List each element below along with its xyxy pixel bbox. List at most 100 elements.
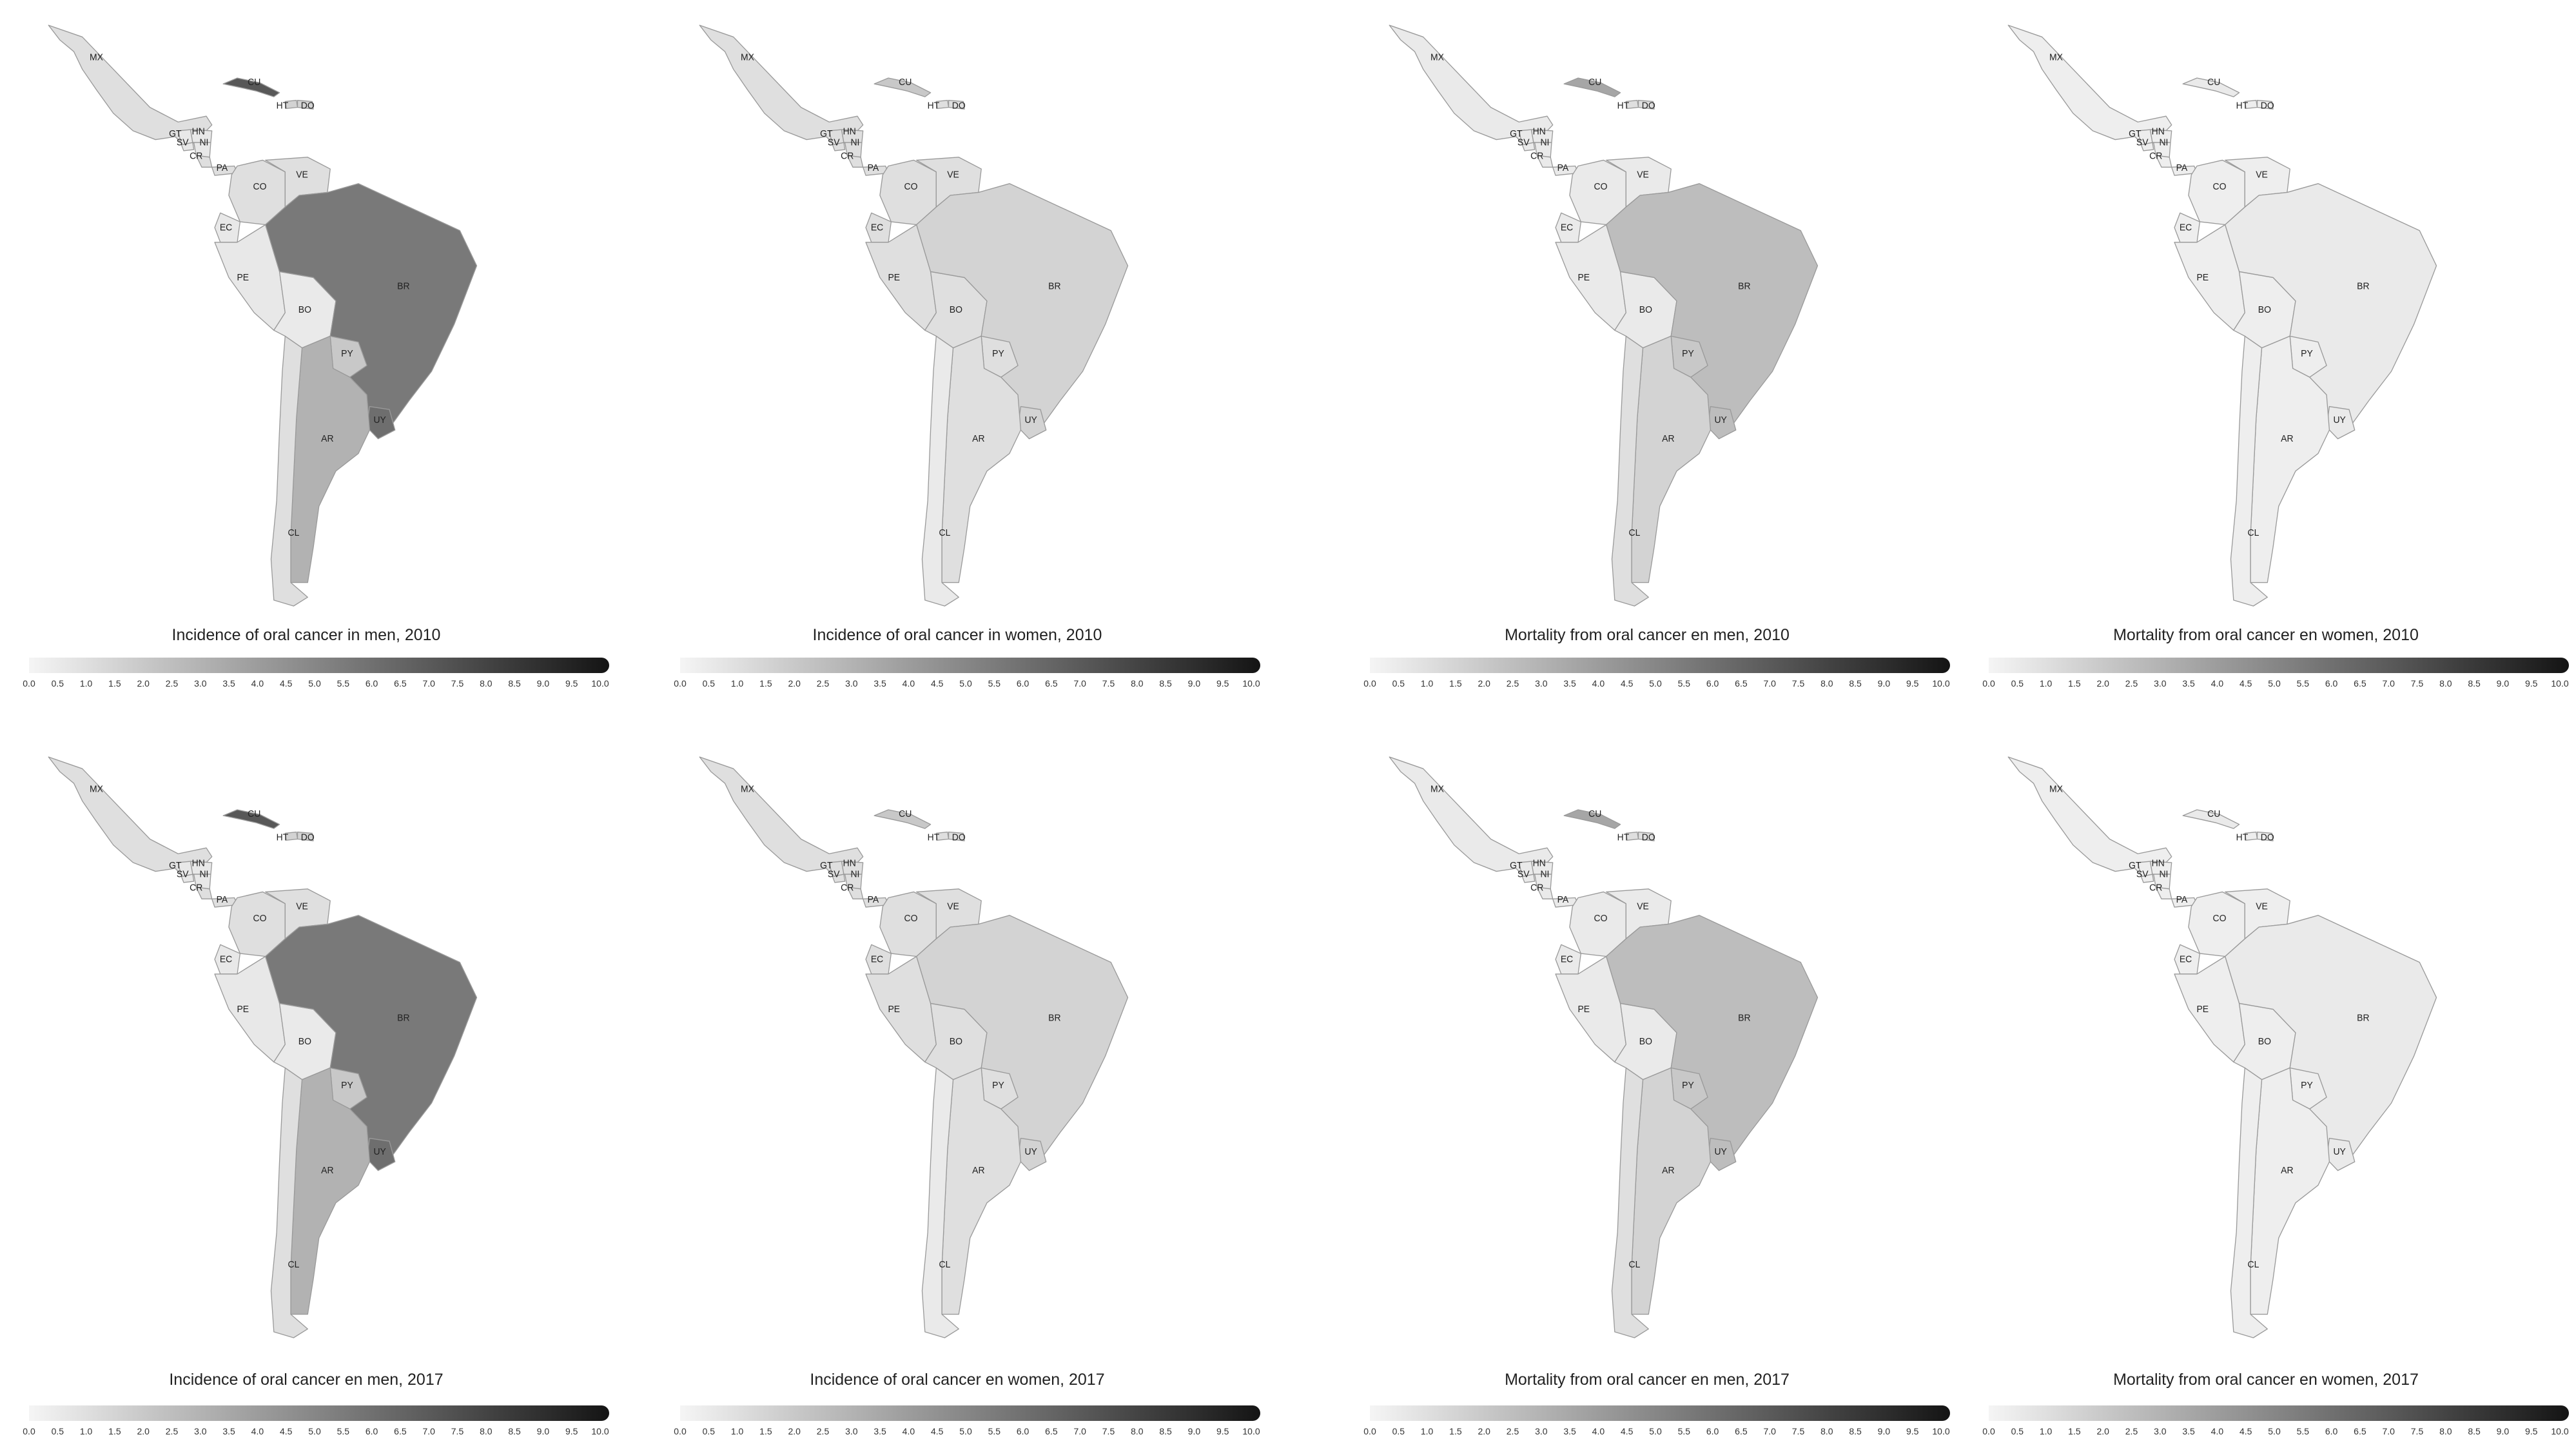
scale-tick-label: 2.0 bbox=[2096, 1426, 2109, 1436]
scale-tick-label: 8.0 bbox=[480, 1426, 493, 1436]
map-panel-8: MX CU HT DO GT SV HN NI CR PA CO VE EC PE BO BR PY UY AR CL… bbox=[1960, 0, 2572, 1448]
country-label-sv: SV bbox=[177, 869, 189, 879]
country-label-ec: EC bbox=[1561, 954, 1573, 964]
country-label-cu: CU bbox=[1588, 77, 1601, 88]
map-title: Incidence of oral cancer in men, 2010 bbox=[171, 626, 441, 644]
color-scale-bar bbox=[1370, 1405, 1950, 1421]
country-label-uy: UY bbox=[1714, 1147, 1727, 1157]
country-label-hn: HN bbox=[192, 126, 205, 137]
scale-tick-label: 6.0 bbox=[2325, 1426, 2338, 1436]
country-label-do: DO bbox=[1642, 101, 1655, 111]
country-sv bbox=[1521, 142, 1536, 152]
country-label-sv: SV bbox=[828, 869, 840, 879]
country-label-pe: PE bbox=[1577, 273, 1590, 283]
country-label-sv: SV bbox=[2136, 869, 2149, 879]
scale-tick-label: 2.5 bbox=[2125, 678, 2138, 689]
country-cl bbox=[270, 335, 308, 607]
country-cu bbox=[1563, 809, 1621, 829]
scale-tick-label: 2.5 bbox=[165, 678, 179, 689]
scale-tick-label: 5.0 bbox=[1649, 1426, 1662, 1436]
scale-tick-label: 8.5 bbox=[508, 678, 521, 689]
country-cu bbox=[222, 77, 280, 97]
scale-tick-label: 2.0 bbox=[137, 1426, 150, 1436]
country-label-do: DO bbox=[2261, 101, 2274, 111]
country-label-gt: GT bbox=[820, 861, 833, 871]
country-label-gt: GT bbox=[820, 129, 833, 139]
country-label-co: CO bbox=[253, 182, 267, 192]
scale-tick-label: 7.5 bbox=[1102, 678, 1115, 689]
scale-tick-label: 0.5 bbox=[2011, 678, 2024, 689]
country-label-mx: MX bbox=[741, 784, 754, 794]
scale-tick-label: 3.5 bbox=[2182, 1426, 2195, 1436]
country-label-gt: GT bbox=[1510, 129, 1523, 139]
scale-tick-label: 4.5 bbox=[1620, 1426, 1634, 1436]
map-title: Mortality from oral cancer en men, 2010 bbox=[1505, 626, 1790, 644]
scale-tick-label: 5.5 bbox=[337, 1426, 350, 1436]
country-label-gt: GT bbox=[2129, 129, 2142, 139]
scale-tick-label: 6.5 bbox=[1735, 678, 1748, 689]
scale-tick-label: 8.0 bbox=[1131, 678, 1144, 689]
country-label-bo: BO bbox=[298, 305, 311, 315]
scale-tick-label: 6.0 bbox=[1706, 678, 1719, 689]
scale-tick-label: 1.0 bbox=[730, 1426, 744, 1436]
scale-tick-label: 7.0 bbox=[2382, 1426, 2395, 1436]
scale-tick-label: 9.0 bbox=[1877, 1426, 1891, 1436]
scale-tick-label: 0.0 bbox=[1982, 1426, 1995, 1436]
country-label-mx: MX bbox=[90, 784, 103, 794]
scale-tick-label: 0.5 bbox=[51, 678, 64, 689]
scale-tick-label: 4.0 bbox=[2210, 678, 2224, 689]
scale-tick-label: 2.5 bbox=[1506, 1426, 1519, 1436]
country-label-ve: VE bbox=[947, 901, 959, 912]
country-cu bbox=[2182, 809, 2240, 829]
scale-tick-label: 1.0 bbox=[1420, 678, 1434, 689]
scale-tick-label: 5.5 bbox=[988, 678, 1001, 689]
scale-tick-label: 6.0 bbox=[365, 1426, 378, 1436]
scale-tick-label: 4.5 bbox=[1620, 678, 1634, 689]
scale-tick-label: 10.0 bbox=[1242, 678, 1260, 689]
scale-tick-label: 5.5 bbox=[1677, 1426, 1691, 1436]
country-label-py: PY bbox=[1682, 1081, 1694, 1091]
country-label-py: PY bbox=[2301, 1081, 2313, 1091]
country-label-ht: HT bbox=[2236, 832, 2249, 843]
scale-tick-label: 2.0 bbox=[137, 678, 150, 689]
country-label-mx: MX bbox=[1430, 784, 1444, 794]
scale-tick-label: 1.5 bbox=[1449, 1426, 1462, 1436]
scale-tick-label: 8.0 bbox=[1131, 1426, 1144, 1436]
scale-tick-label: 2.5 bbox=[816, 678, 830, 689]
country-label-gt: GT bbox=[1510, 861, 1523, 871]
country-label-cl: CL bbox=[1628, 1260, 1640, 1270]
country-label-do: DO bbox=[301, 832, 315, 843]
country-label-br: BR bbox=[2357, 281, 2369, 291]
country-label-ec: EC bbox=[220, 222, 232, 233]
scale-tick-label: 5.0 bbox=[2268, 678, 2281, 689]
country-label-ni: NI bbox=[199, 869, 208, 879]
scale-tick-label: 2.5 bbox=[816, 1426, 830, 1436]
scale-tick-label: 9.5 bbox=[1216, 1426, 1229, 1436]
scale-tick-label: 4.5 bbox=[279, 678, 293, 689]
scale-tick-label: 9.5 bbox=[1216, 678, 1229, 689]
scale-tick-label: 2.5 bbox=[1506, 678, 1519, 689]
scale-tick-label: 8.5 bbox=[1849, 678, 1862, 689]
scale-tick-label: 5.5 bbox=[2296, 1426, 2310, 1436]
country-label-br: BR bbox=[397, 1013, 409, 1023]
country-label-ni: NI bbox=[2159, 137, 2168, 148]
country-label-co: CO bbox=[1594, 182, 1608, 192]
scale-tick-label: 8.5 bbox=[1159, 678, 1172, 689]
scale-tick-label: 9.0 bbox=[2496, 1426, 2510, 1436]
country-mx bbox=[699, 756, 864, 878]
country-label-pa: PA bbox=[868, 895, 879, 905]
country-label-py: PY bbox=[992, 1081, 1004, 1091]
country-label-pe: PE bbox=[888, 273, 900, 283]
scale-tick-label: 10.0 bbox=[591, 678, 609, 689]
scale-tick-label: 0.0 bbox=[23, 1426, 35, 1436]
country-cl bbox=[2230, 335, 2268, 607]
scale-tick-label: 7.0 bbox=[2382, 678, 2395, 689]
scale-tick-label: 2.5 bbox=[165, 1426, 179, 1436]
country-label-ve: VE bbox=[2256, 901, 2268, 912]
scale-tick-label: 4.0 bbox=[251, 1426, 264, 1436]
country-sv bbox=[832, 874, 846, 883]
country-label-py: PY bbox=[341, 349, 353, 359]
scale-tick-label: 6.5 bbox=[2354, 678, 2366, 689]
